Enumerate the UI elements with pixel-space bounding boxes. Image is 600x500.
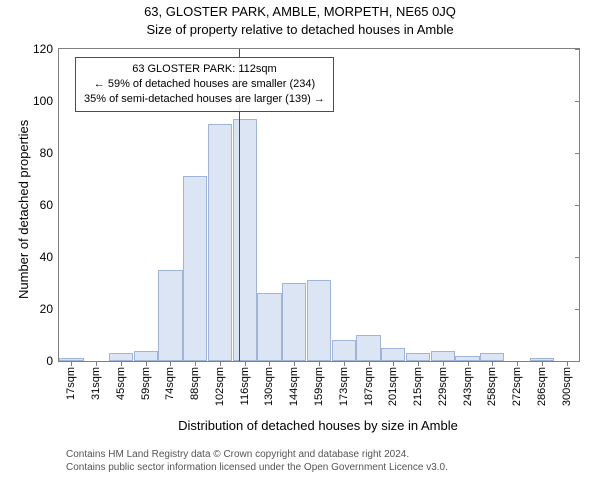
xtick-mark <box>443 361 444 366</box>
xtick-label: 102sqm <box>214 367 226 406</box>
ytick-mark <box>575 49 580 50</box>
footer-line-1: Contains HM Land Registry data © Crown c… <box>66 448 448 461</box>
attribution-footer: Contains HM Land Registry data © Crown c… <box>66 448 448 474</box>
ytick-label: 120 <box>33 42 53 56</box>
xtick-label: 159sqm <box>313 367 325 406</box>
xtick-mark <box>468 361 469 366</box>
xtick-mark <box>220 361 221 366</box>
histogram-bar <box>257 293 281 361</box>
xtick-label: 300sqm <box>561 367 573 406</box>
xtick-label: 74sqm <box>164 367 176 400</box>
xtick-mark <box>294 361 295 366</box>
ytick-mark <box>575 361 580 362</box>
xtick-mark <box>71 361 72 366</box>
ytick-mark <box>575 309 580 310</box>
annotation-line-1: 63 GLOSTER PARK: 112sqm <box>84 62 325 77</box>
ytick-label: 80 <box>40 146 53 160</box>
xtick-mark <box>269 361 270 366</box>
plot-area: 63 GLOSTER PARK: 112sqm ← 59% of detache… <box>58 48 580 362</box>
xtick-label: 130sqm <box>263 367 275 406</box>
ytick-mark <box>575 153 580 154</box>
ytick-label: 100 <box>33 94 53 108</box>
xtick-mark <box>369 361 370 366</box>
xtick-label: 88sqm <box>189 367 201 400</box>
xtick-label: 17sqm <box>65 367 77 400</box>
histogram-bar <box>381 348 405 361</box>
ytick-label: 40 <box>40 250 53 264</box>
address-title: 63, GLOSTER PARK, AMBLE, MORPETH, NE65 0… <box>0 4 600 19</box>
xtick-mark <box>393 361 394 366</box>
annotation-box: 63 GLOSTER PARK: 112sqm ← 59% of detache… <box>75 57 334 112</box>
xtick-mark <box>146 361 147 366</box>
xtick-label: 229sqm <box>437 367 449 406</box>
ytick-label: 20 <box>40 302 53 316</box>
xtick-label: 201sqm <box>387 367 399 406</box>
xtick-mark <box>195 361 196 366</box>
histogram-bar <box>332 340 356 361</box>
xtick-mark <box>121 361 122 366</box>
footer-line-2: Contains public sector information licen… <box>66 461 448 474</box>
histogram-bar <box>208 124 232 361</box>
ytick-label: 0 <box>46 354 53 368</box>
xtick-label: 243sqm <box>462 367 474 406</box>
histogram-bar <box>158 270 182 361</box>
histogram-bar <box>183 176 207 361</box>
histogram-bar <box>134 351 158 361</box>
histogram-bar <box>356 335 380 361</box>
xtick-label: 45sqm <box>115 367 127 400</box>
histogram-bar <box>109 353 133 361</box>
chart-container: 63, GLOSTER PARK, AMBLE, MORPETH, NE65 0… <box>0 0 600 500</box>
xtick-label: 258sqm <box>486 367 498 406</box>
xtick-mark <box>492 361 493 366</box>
histogram-bar <box>480 353 504 361</box>
y-axis-label: Number of detached properties <box>16 120 31 299</box>
xtick-mark <box>319 361 320 366</box>
histogram-bar <box>282 283 306 361</box>
xtick-label: 173sqm <box>338 367 350 406</box>
annotation-line-3: 35% of semi-detached houses are larger (… <box>84 92 325 107</box>
xtick-mark <box>542 361 543 366</box>
xtick-mark <box>567 361 568 366</box>
xtick-label: 286sqm <box>536 367 548 406</box>
xtick-mark <box>344 361 345 366</box>
xtick-label: 116sqm <box>239 367 251 405</box>
chart-subtitle: Size of property relative to detached ho… <box>0 22 600 37</box>
ytick-mark <box>575 257 580 258</box>
annotation-line-2: ← 59% of detached houses are smaller (23… <box>84 77 325 92</box>
xtick-mark <box>170 361 171 366</box>
xtick-label: 59sqm <box>140 367 152 400</box>
xtick-label: 272sqm <box>511 367 523 406</box>
xtick-label: 31sqm <box>90 367 102 400</box>
histogram-bar <box>233 119 257 361</box>
ytick-mark <box>575 101 580 102</box>
xtick-mark <box>418 361 419 366</box>
ytick-label: 60 <box>40 198 53 212</box>
xtick-label: 144sqm <box>288 367 300 406</box>
xtick-mark <box>245 361 246 366</box>
xtick-mark <box>96 361 97 366</box>
x-axis-label: Distribution of detached houses by size … <box>58 418 578 433</box>
xtick-mark <box>517 361 518 366</box>
histogram-bar <box>406 353 430 361</box>
histogram-bar <box>431 351 455 361</box>
xtick-label: 187sqm <box>363 367 375 406</box>
xtick-label: 215sqm <box>412 367 424 406</box>
ytick-mark <box>575 205 580 206</box>
histogram-bar <box>307 280 331 361</box>
